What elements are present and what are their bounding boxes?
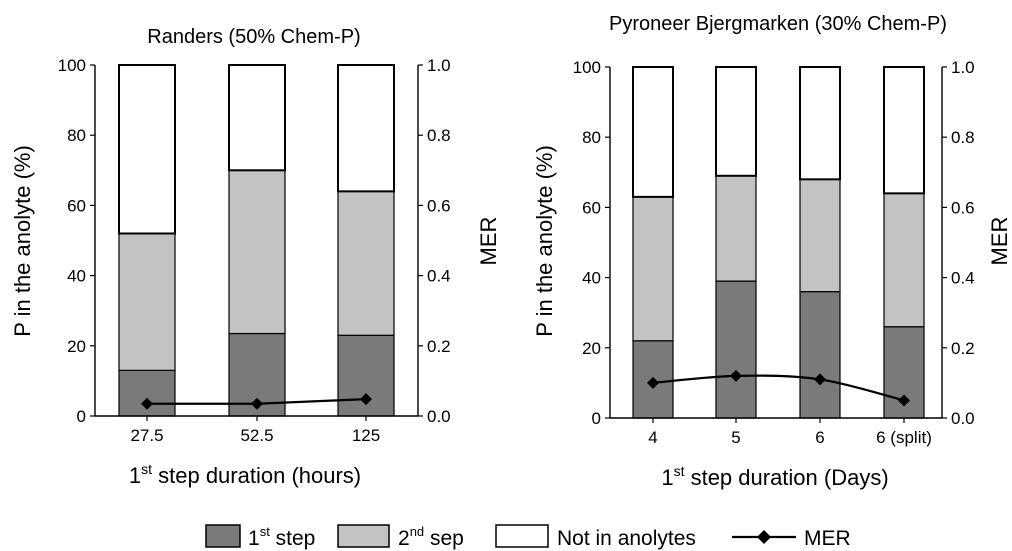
x-tick-label: 125 [352, 426, 380, 445]
y2-tick-label: 0.0 [951, 409, 975, 428]
x-axis-label: 1st step duration (Days) [661, 463, 888, 490]
bar-segment-not-in [799, 66, 841, 181]
x-label-main: 1 [129, 463, 141, 488]
y-tick-label: 0 [592, 409, 601, 428]
chart-title: Pyroneer Bjergmarken (30% Chem-P) [609, 13, 947, 35]
legend-label-mer: MER [804, 527, 851, 550]
chart-title: Randers (50% Chem-P) [147, 26, 360, 48]
legend-step1-rest: step [270, 527, 316, 550]
mer-point [898, 394, 910, 407]
y2-tick-label: 0.8 [427, 126, 451, 145]
mer-point [730, 369, 742, 382]
bar-segment-step2 [715, 175, 757, 282]
y-tick-label: 60 [582, 198, 601, 217]
y-tick-label: 80 [582, 128, 601, 147]
legend-swatch-step1 [205, 524, 241, 548]
mer-series [141, 393, 372, 410]
bar-segment-step1 [799, 291, 841, 419]
bar-segment-not-in [632, 66, 674, 198]
mer-point [141, 397, 153, 410]
chart-randers: Randers (50% Chem-P) P in the anolyte (%… [10, 26, 501, 488]
y-tick-label: 60 [67, 196, 86, 215]
y2-axis-label: MER [476, 217, 501, 266]
y-tick-label: 20 [582, 339, 601, 358]
mer-point [360, 393, 372, 406]
legend-step2-main: 2 [398, 527, 410, 550]
bar-segment-step2 [799, 178, 841, 293]
y-axis-label: P in the anolyte (%) [532, 145, 557, 337]
x-label-rest: step duration (Days) [684, 465, 888, 490]
x-tick-label: 52.5 [240, 426, 273, 445]
x-ticks: 27.5 52.5 125 [130, 416, 380, 445]
bar-segment-step1 [715, 280, 757, 419]
legend-step1-sup: st [260, 524, 271, 539]
mer-point [814, 373, 826, 386]
y2-tick-label: 0.2 [951, 339, 975, 358]
legend: 1st step 2nd sep Not in anolytes MER [205, 524, 851, 550]
y-tick-label: 20 [67, 337, 86, 356]
x-tick-label: 6 [815, 428, 824, 447]
x-tick-label: 4 [648, 428, 657, 447]
y-axis-label: P in the anolyte (%) [10, 145, 35, 337]
y-tick-label: 40 [67, 267, 86, 286]
x-tick-label: 5 [731, 428, 740, 447]
bar-segment-step2 [883, 192, 925, 328]
x-label-main: 1 [661, 465, 673, 490]
bar-segment-step2 [228, 169, 286, 335]
y2-tick-label: 0.4 [951, 269, 975, 288]
y-tick-label: 80 [67, 126, 86, 145]
chart-pyroneer: Pyroneer Bjergmarken (30% Chem-P) P in t… [532, 13, 1012, 490]
legend-mer-marker [757, 530, 771, 544]
x-label-sup: st [674, 463, 685, 479]
y2-ticks: 0.0 0.2 0.4 0.6 0.8 1.0 [418, 56, 451, 426]
y2-ticks: 0.0 0.2 0.4 0.6 0.8 1.0 [942, 58, 975, 428]
mer-point [647, 376, 659, 389]
bar-segment-not-in [228, 64, 286, 172]
x-tick-label: 6 (split) [876, 428, 932, 447]
x-label-rest: step duration (hours) [152, 463, 361, 488]
axes [609, 67, 943, 419]
y-tick-label: 0 [77, 407, 86, 426]
legend-swatch-step2 [337, 524, 390, 548]
bar-segment-not-in [715, 66, 757, 177]
y2-tick-label: 0.6 [427, 196, 451, 215]
y2-tick-label: 1.0 [427, 56, 451, 75]
y2-tick-label: 0.8 [951, 128, 975, 147]
y-tick-label: 40 [582, 269, 601, 288]
y-tick-label: 100 [58, 56, 86, 75]
mer-series [647, 369, 910, 407]
x-label-sup: st [141, 461, 152, 477]
bar-segment-not-in [337, 64, 395, 193]
legend-step2-rest: sep [424, 527, 464, 550]
legend-step1-main: 1 [248, 527, 260, 550]
mer-point [251, 397, 263, 410]
bar-segment-step2 [632, 196, 674, 342]
x-axis-label: 1st step duration (hours) [129, 461, 361, 488]
y2-tick-label: 1.0 [951, 58, 975, 77]
y2-axis-label: MER [987, 217, 1012, 266]
y2-tick-label: 0.0 [427, 407, 451, 426]
x-tick-label: 27.5 [130, 426, 163, 445]
bars [632, 66, 925, 419]
bars [118, 64, 395, 417]
y-ticks: 0 20 40 60 80 100 [573, 58, 610, 428]
legend-label-step1: 1st step [248, 524, 315, 550]
legend-label-step2: 2nd sep [398, 524, 464, 550]
legend-step2-sup: nd [410, 524, 424, 539]
y-tick-label: 100 [573, 58, 601, 77]
y2-tick-label: 0.4 [427, 267, 451, 286]
bar-segment-step2 [337, 190, 395, 336]
y2-tick-label: 0.2 [427, 337, 451, 356]
bar-segment-not-in [883, 66, 925, 195]
bar-segment-step2 [118, 232, 176, 371]
legend-label-not-in: Not in anolytes [557, 527, 696, 550]
legend-swatch-not-in [495, 524, 549, 548]
axes [94, 65, 419, 417]
bar-segment-not-in [118, 64, 176, 235]
mer-line [652, 374, 905, 402]
y-ticks: 0 20 40 60 80 100 [58, 56, 95, 426]
y2-tick-label: 0.6 [951, 198, 975, 217]
x-ticks: 4 5 6 6 (split) [648, 418, 932, 447]
